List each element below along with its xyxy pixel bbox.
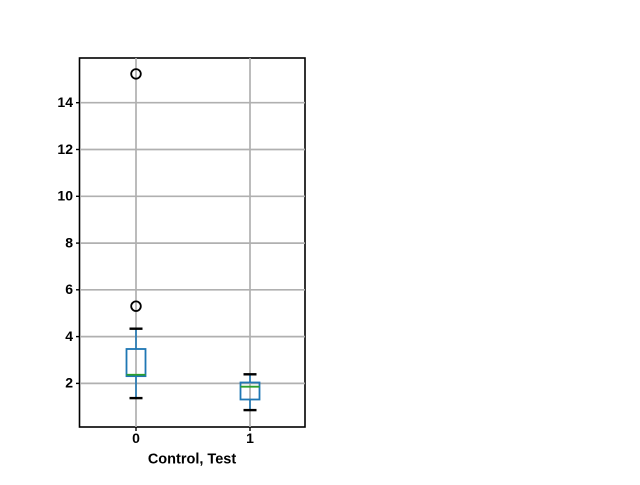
svg-text:4: 4 [65,328,73,344]
svg-text:10: 10 [57,188,73,204]
svg-text:6: 6 [65,281,73,297]
svg-text:14: 14 [57,94,73,110]
svg-text:1: 1 [246,430,254,446]
svg-text:0: 0 [132,430,140,446]
svg-text:12: 12 [57,141,73,157]
svg-text:Control, Test: Control, Test [148,452,237,468]
svg-text:8: 8 [65,234,73,250]
svg-text:2: 2 [65,375,73,391]
